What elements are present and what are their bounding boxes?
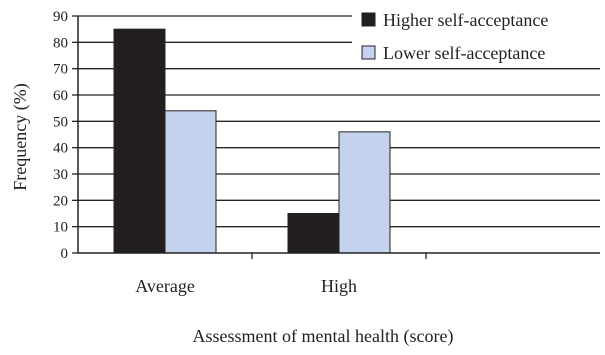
y-tick-label: 40: [53, 141, 68, 157]
x-category-labels: Average High: [135, 276, 357, 296]
y-ticks: 0 10 20 30 40 50 60 70 80 90: [53, 9, 427, 262]
legend-background: [352, 2, 604, 68]
y-tick-label: 50: [53, 114, 68, 130]
bar-lower-self-acceptance-average: [164, 110, 217, 254]
x-axis-label: Assessment of mental health (score): [193, 326, 454, 347]
legend: Higher self-acceptance Lower self-accept…: [352, 2, 604, 68]
x-category-label-average: Average: [135, 276, 195, 296]
y-tick-label: 10: [53, 220, 68, 236]
y-tick-label: 20: [53, 193, 68, 209]
bar-lower-self-acceptance-high: [338, 131, 391, 254]
legend-label-higher-self-acceptance: Higher self-acceptance: [383, 10, 548, 30]
legend-swatch-higher-self-acceptance: [361, 12, 376, 27]
bar-higher-self-acceptance-high: [287, 213, 340, 254]
x-category-label-high: High: [321, 276, 357, 296]
y-tick-label: 70: [53, 62, 68, 78]
legend-label-lower-self-acceptance: Lower self-acceptance: [383, 43, 545, 63]
y-tick-label: 30: [53, 167, 68, 183]
legend-swatch-lower-self-acceptance: [361, 45, 376, 60]
bar-higher-self-acceptance-average: [113, 28, 166, 254]
y-tick-label: 80: [53, 35, 68, 51]
y-tick-label: 90: [53, 9, 68, 25]
bars: [113, 28, 391, 254]
axes: [77, 16, 600, 254]
y-axis-label: Frequency (%): [10, 83, 31, 190]
y-tick-label: 0: [61, 246, 69, 262]
y-tick-label: 60: [53, 88, 68, 104]
